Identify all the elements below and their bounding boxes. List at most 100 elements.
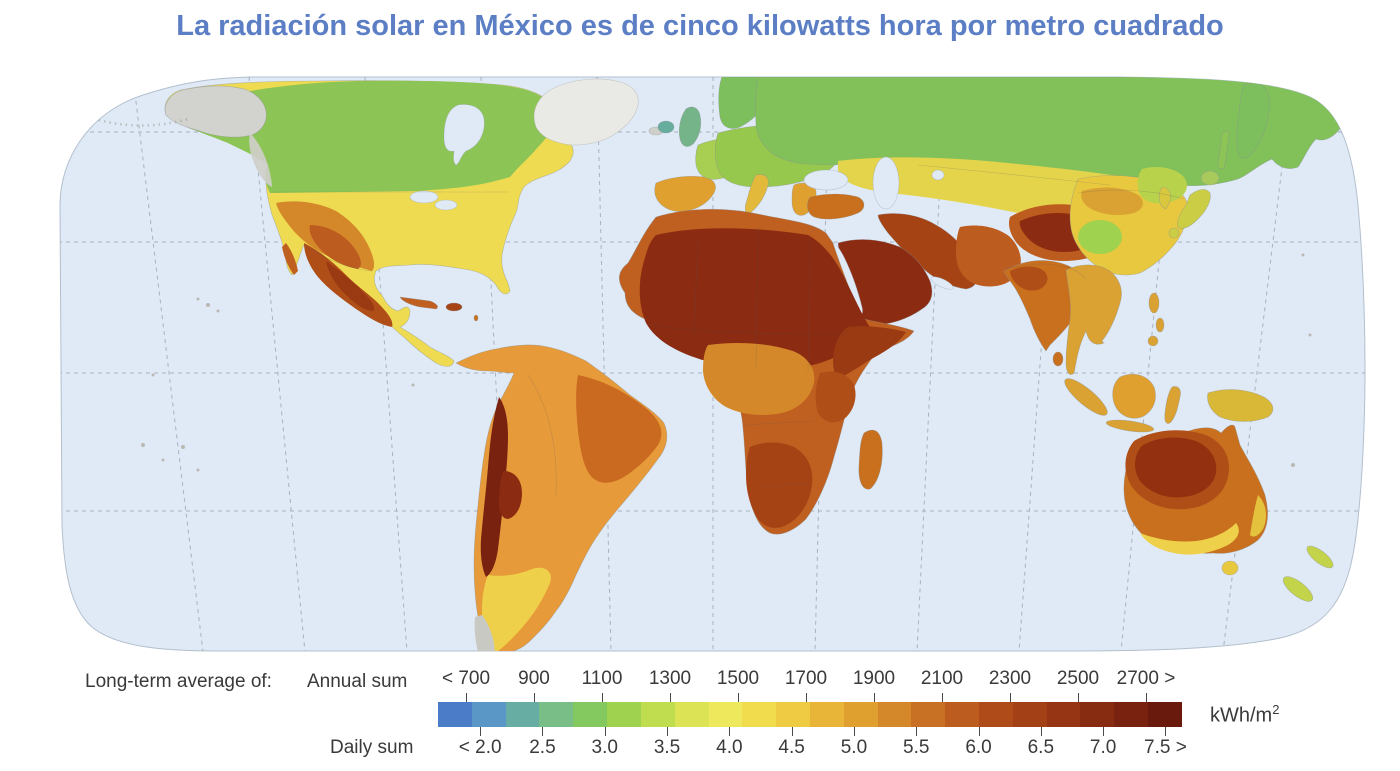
kyushu — [1168, 227, 1180, 239]
brazil-northeast — [576, 375, 662, 483]
daily-tick-row: < 2.0 2.5 3.0 3.5 4.0 4.5 5.0 5.5 6.0 6.5 7.0 7.5 > — [449, 727, 1197, 759]
tick-label: 5.5 — [885, 727, 947, 759]
iran-iraq — [877, 213, 978, 290]
colorbar-segment — [1080, 702, 1115, 727]
tick-label: 6.0 — [947, 727, 1009, 759]
continents — [87, 77, 1347, 651]
sakhalin — [1217, 130, 1230, 170]
colorbar-segment — [1148, 702, 1182, 727]
new-zealand-south — [1282, 576, 1314, 602]
persian-gulf — [930, 276, 954, 290]
hispaniola — [445, 302, 463, 312]
hokkaido — [1200, 170, 1220, 186]
mongolia — [1081, 187, 1143, 215]
tick-label: < 2.0 — [449, 727, 511, 759]
world-irradiation-map — [58, 75, 1368, 655]
sichuan-green — [1078, 220, 1122, 254]
tick-label: 4.0 — [698, 727, 760, 759]
horn-of-africa — [833, 326, 906, 379]
philippines-visayas — [1155, 317, 1165, 333]
cuba — [399, 296, 438, 310]
tick-label: 6.5 — [1010, 727, 1072, 759]
colorbar-segment — [1114, 702, 1149, 727]
colorbar-segment — [1012, 702, 1047, 727]
britain — [678, 106, 702, 147]
tick-label: 2700 > — [1112, 668, 1180, 702]
irradiation-colorbar — [438, 702, 1182, 727]
caspian-sea — [872, 156, 900, 210]
tick-label: 900 — [500, 668, 568, 702]
thar-desert — [1010, 266, 1048, 291]
tick-label: 2100 — [908, 668, 976, 702]
new-guinea — [1207, 389, 1274, 422]
pacific-islands — [141, 253, 1312, 472]
tick-label: 4.5 — [760, 727, 822, 759]
baja-california — [282, 243, 298, 275]
argentina-yellow — [482, 567, 551, 651]
colorbar-segment — [945, 702, 979, 727]
mexico-core — [326, 261, 375, 311]
tick-label: 7.0 — [1072, 727, 1134, 759]
java — [1105, 419, 1155, 433]
tick-label: 3.0 — [574, 727, 636, 759]
new-zealand-north — [1306, 545, 1334, 569]
tick-label: 1300 — [636, 668, 704, 702]
usa-southwest-core — [309, 225, 361, 269]
manchuria — [1137, 167, 1187, 204]
sumatra — [1064, 378, 1108, 416]
colorbar-segment — [979, 702, 1013, 727]
colorbar-segment — [573, 702, 608, 727]
borneo — [1112, 374, 1156, 419]
colorbar-segment — [742, 702, 777, 727]
tick-label: 1900 — [840, 668, 908, 702]
great-lakes — [409, 190, 439, 204]
colorbar-segment — [674, 702, 709, 727]
australia-east-strip — [1250, 495, 1266, 537]
sri-lanka — [1052, 351, 1064, 367]
aral-sea — [931, 169, 945, 181]
great-lakes-east — [434, 199, 458, 211]
legend-daily-label: Daily sum — [330, 737, 414, 758]
colorbar-segment — [877, 702, 912, 727]
kamchatka — [1236, 82, 1270, 159]
colorbar-segment — [776, 702, 810, 727]
tick-label: < 700 — [432, 668, 500, 702]
colorbar-segment — [708, 702, 743, 727]
patagonia — [474, 615, 495, 651]
tick-label: 1700 — [772, 668, 840, 702]
unit-label: kWh/m2 — [1210, 702, 1280, 727]
tick-label: 5.0 — [823, 727, 885, 759]
rocky-mountains — [249, 133, 272, 187]
colorbar-segment — [1046, 702, 1081, 727]
tick-label: 1500 — [704, 668, 772, 702]
colorbar-segment — [438, 702, 472, 727]
tick-label: 2.5 — [511, 727, 573, 759]
alaska — [164, 85, 267, 138]
black-sea — [803, 169, 849, 191]
tick-label: 2300 — [976, 668, 1044, 702]
ireland — [657, 120, 675, 134]
colorbar-segment — [607, 702, 641, 727]
annual-tick-row: < 700 900 1100 1300 1500 1700 1900 2100 2300 2500… — [432, 668, 1180, 702]
tasmania — [1221, 560, 1239, 576]
indochina — [1065, 264, 1122, 375]
iberia — [654, 175, 716, 212]
aleutian-islands — [87, 115, 189, 127]
legend-annual-label: Annual sum — [307, 671, 408, 692]
east-africa — [815, 371, 856, 423]
colorbar-segment — [809, 702, 844, 727]
philippines-mindanao — [1147, 335, 1159, 347]
colorbar-segment — [911, 702, 946, 727]
greenland — [533, 78, 639, 146]
australia-south-yellow — [1140, 523, 1239, 555]
altiplano — [498, 471, 522, 519]
colorbar-segment — [640, 702, 675, 727]
world-map-svg — [59, 76, 1366, 652]
andes — [480, 397, 508, 577]
australia-core — [1134, 437, 1217, 498]
sahara — [639, 228, 870, 369]
tick-label: 7.5 > — [1134, 727, 1196, 759]
colorbar-segment — [505, 702, 540, 727]
tick-label: 3.5 — [636, 727, 698, 759]
country-borders — [272, 164, 1185, 496]
